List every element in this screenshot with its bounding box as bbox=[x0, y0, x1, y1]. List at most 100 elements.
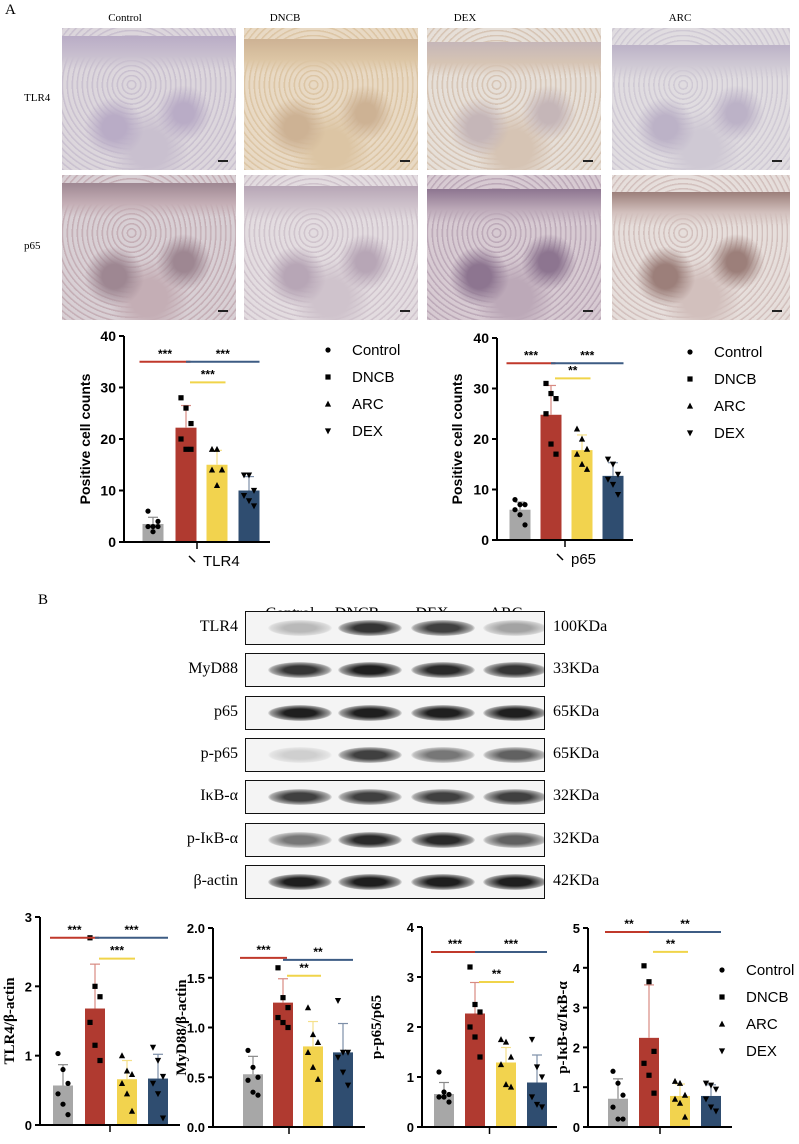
scale-bar bbox=[400, 310, 410, 312]
chart-4-point-circle bbox=[255, 1092, 261, 1098]
chart-5-y-tick-label: 2 bbox=[407, 1020, 414, 1035]
chart-1-point-square bbox=[183, 446, 189, 452]
epidermis-layer bbox=[427, 189, 601, 223]
chart-4-point-triangle-down bbox=[344, 1082, 352, 1089]
chart-2-y-tick-label: 10 bbox=[473, 482, 489, 498]
chart-5-point-circle bbox=[441, 1094, 447, 1100]
blot-label: p65 bbox=[214, 702, 238, 720]
chart-6-point-triangle-down bbox=[702, 1096, 710, 1103]
chart-3-point-square bbox=[97, 994, 103, 1000]
chart-1-point-triangle-down bbox=[240, 472, 248, 479]
chart-5-point-triangle-up bbox=[502, 1081, 510, 1088]
legend-3-point-triangle-down bbox=[718, 1048, 726, 1055]
legend-1-label-arc: ARC bbox=[352, 396, 384, 413]
chart-3-point-circle bbox=[65, 1080, 71, 1086]
chart-2-y-tick-label: 40 bbox=[473, 330, 489, 346]
blot-label: p-p65 bbox=[200, 744, 238, 762]
histology-image-tlr4-dncb bbox=[244, 28, 418, 170]
column-label-dncb: DNCB bbox=[269, 12, 301, 24]
chart-4-point-triangle-up bbox=[314, 1039, 322, 1046]
histology-image-tlr4-control bbox=[62, 28, 236, 170]
chart-4-point-square bbox=[285, 1024, 291, 1031]
chart-3-point-circle bbox=[55, 1050, 61, 1057]
chart-2-point-triangle-up bbox=[583, 465, 591, 472]
blot-band bbox=[411, 789, 475, 806]
chart-1-point-triangle-down bbox=[245, 498, 253, 505]
column-label-control: Control bbox=[108, 12, 142, 24]
chart-1-point-square bbox=[183, 405, 189, 411]
chart-4-point-circle bbox=[245, 1047, 251, 1053]
row-label-tlr4: TLR4 bbox=[24, 92, 51, 104]
chart-3-y-tick-label: 3 bbox=[25, 910, 32, 925]
chart-1-significance-label: *** bbox=[216, 347, 230, 361]
chart-6-bar-dex bbox=[701, 1095, 721, 1127]
chart-2-point-square bbox=[553, 396, 559, 402]
chart-3-significance-label: *** bbox=[124, 923, 138, 937]
chart-4-point-square bbox=[280, 1019, 286, 1026]
blot-molecular-weight: 33KDa bbox=[553, 660, 600, 678]
chart-1-y-tick-label: 10 bbox=[100, 483, 116, 499]
chart-4-point-circle bbox=[250, 1089, 256, 1095]
blot-band bbox=[268, 704, 332, 721]
chart-5-point-triangle-up bbox=[507, 1083, 515, 1090]
chart-5-point-triangle-up bbox=[497, 1061, 505, 1068]
chart-5-point-triangle-up bbox=[502, 1038, 510, 1045]
chart-6-bar-control bbox=[608, 1098, 628, 1127]
chart-6-point-circle bbox=[610, 1104, 616, 1110]
chart-6-point-square bbox=[641, 963, 647, 969]
histology-image-p65-arc bbox=[612, 175, 790, 320]
chart-3-point-triangle-down bbox=[149, 1044, 157, 1051]
chart-2-point-triangle-down bbox=[614, 471, 622, 478]
histology-image-tlr4-arc bbox=[612, 28, 790, 170]
chart-3-point-triangle-up bbox=[118, 1080, 126, 1086]
chart-5-bar-arc bbox=[496, 1062, 516, 1127]
chart-2-x-label-arrow bbox=[556, 553, 564, 561]
legend-1-point-circle bbox=[325, 347, 331, 353]
chart-2-point-triangle-up bbox=[573, 450, 581, 457]
chart-5-point-triangle-down bbox=[533, 1064, 541, 1071]
chart-4-point-triangle-down bbox=[339, 1069, 347, 1076]
chart-4-y-tick-label: 0.5 bbox=[187, 1070, 205, 1085]
chart-5-y-axis-label: p-p65/p65 bbox=[369, 995, 385, 1059]
chart-1-y-tick-label: 30 bbox=[100, 380, 116, 396]
chart-2-point-circle bbox=[522, 502, 528, 508]
chart-1-point-circle bbox=[145, 523, 151, 530]
blot-molecular-weight: 32KDa bbox=[553, 829, 600, 847]
chart-1-bar-dncb bbox=[175, 427, 197, 542]
blot-strip bbox=[245, 737, 545, 772]
chart-2-bar-arc bbox=[571, 450, 593, 540]
scale-bar bbox=[218, 310, 228, 312]
chart-6-point-circle bbox=[620, 1116, 626, 1122]
chart-2-point-triangle-up bbox=[583, 445, 591, 452]
chart-3-point-square bbox=[97, 1057, 103, 1064]
chart-5-point-square bbox=[477, 1054, 483, 1060]
chart-3-point-circle bbox=[65, 1112, 71, 1118]
chart-3-significance-label: *** bbox=[67, 923, 81, 937]
chart-3-point-triangle-up bbox=[128, 1107, 136, 1114]
chart-1-point-triangle-up bbox=[208, 466, 216, 473]
chart-1-point-triangle-down bbox=[245, 472, 253, 479]
blot-band bbox=[411, 831, 475, 848]
chart-5-point-circle bbox=[446, 1099, 452, 1105]
legend-2-label-control: Control bbox=[714, 344, 762, 361]
chart-2-point-circle bbox=[517, 502, 523, 508]
blot-molecular-weight: 32KDa bbox=[553, 787, 600, 805]
chart-6-y-axis-label: p-IκB-α/IκB-α bbox=[555, 981, 571, 1074]
legend-1-label-dex: DEX bbox=[352, 423, 383, 440]
blot-strip bbox=[245, 864, 545, 899]
chart-2-point-triangle-down bbox=[614, 491, 622, 498]
chart-2-point-triangle-up bbox=[573, 425, 581, 432]
epidermis-layer bbox=[62, 183, 236, 217]
chart-1-point-triangle-down bbox=[240, 493, 248, 500]
chart-6-point-triangle-down bbox=[702, 1080, 710, 1087]
blot-band bbox=[268, 789, 332, 806]
chart-5-point-circle bbox=[446, 1091, 452, 1098]
chart-3-point-circle bbox=[60, 1101, 66, 1107]
chart-1-point-square bbox=[188, 420, 194, 427]
chart-6-point-triangle-down bbox=[712, 1108, 720, 1115]
chart-6-point-triangle-down bbox=[707, 1082, 715, 1089]
chart-2-x-axis-label: p65 bbox=[571, 551, 596, 568]
legend-2-point-square bbox=[687, 376, 693, 382]
legend-2-label-dncb: DNCB bbox=[714, 371, 757, 388]
